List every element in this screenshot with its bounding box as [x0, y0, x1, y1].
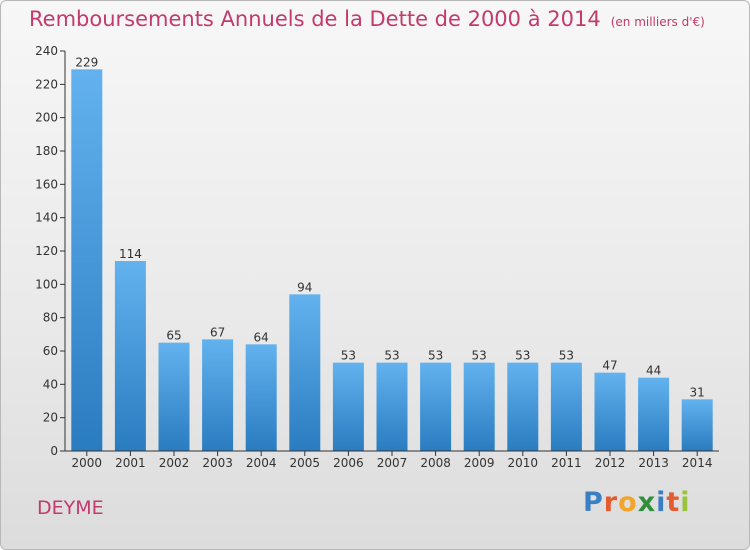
value-label: 114	[119, 247, 142, 261]
x-axis: 2000 2001 2002 2003 2004 2005 2006 2007 2008 2009…	[65, 450, 719, 470]
value-label: 31	[690, 385, 705, 399]
proxiti-logo: Proxiti	[583, 487, 691, 518]
y-tick-label: 240	[35, 44, 58, 58]
x-tick-label: 2006	[333, 456, 364, 470]
logo-letter: o	[618, 487, 638, 518]
value-label: 44	[646, 364, 661, 378]
value-label: 53	[559, 349, 574, 363]
bar-2011	[550, 362, 582, 451]
value-label: 64	[254, 330, 269, 344]
y-tick-label: 40	[43, 377, 58, 391]
x-tick-label: 2012	[595, 456, 626, 470]
x-tick-label: 2009	[464, 456, 495, 470]
value-label: 94	[297, 280, 312, 294]
x-tick-label: 2013	[638, 456, 669, 470]
x-tick-label: 2002	[159, 456, 190, 470]
x-tick-label: 2008	[420, 456, 451, 470]
bar-2007	[376, 362, 408, 451]
y-tick-label: 160	[35, 177, 58, 191]
value-label: 53	[472, 349, 487, 363]
value-label: 53	[341, 349, 356, 363]
value-label: 53	[428, 349, 443, 363]
logo-letter: x	[637, 487, 657, 518]
bar-2001	[114, 261, 146, 451]
value-label: 67	[210, 325, 225, 339]
y-tick-label: 60	[43, 344, 58, 358]
logo-letter: t	[666, 487, 681, 518]
logo-letter: r	[603, 487, 619, 518]
y-tick-label: 140	[35, 211, 58, 225]
value-label: 229	[75, 55, 98, 69]
bar-2014	[681, 399, 713, 451]
bar-2000	[71, 69, 103, 451]
value-label: 65	[166, 329, 181, 343]
y-tick-label: 220	[35, 77, 58, 91]
chart-title: Remboursements Annuels de la Dette de 20…	[29, 7, 705, 31]
x-tick-label: 2003	[202, 456, 233, 470]
bar-2002	[158, 342, 190, 451]
y-tick-label: 80	[43, 311, 58, 325]
x-tick-label: 2001	[115, 456, 146, 470]
bar-2006	[332, 362, 364, 451]
y-tick-label: 0	[50, 444, 58, 458]
bar-2004	[245, 344, 277, 451]
y-tick-label: 200	[35, 111, 58, 125]
bar-2012	[594, 372, 626, 451]
title-text: Remboursements Annuels de la Dette de 20…	[29, 7, 601, 31]
logo-letter: P	[583, 487, 604, 518]
x-tick-label: 2011	[551, 456, 582, 470]
x-tick-label: 2010	[508, 456, 539, 470]
x-tick-label: 2000	[72, 456, 103, 470]
logo-letter: i	[656, 487, 667, 518]
bar-2005	[289, 294, 321, 451]
value-label: 53	[384, 349, 399, 363]
value-label: 47	[602, 359, 617, 373]
value-label: 53	[515, 349, 530, 363]
bars: 229 114 65 67 64 94 53 53 53 53 53 53 47 44 31	[71, 55, 713, 451]
bar-2013	[638, 377, 670, 451]
x-tick-label: 2005	[290, 456, 321, 470]
commune-name: DEYME	[37, 497, 104, 519]
y-tick-label: 20	[43, 411, 58, 425]
y-tick-label: 180	[35, 144, 58, 158]
y-axis: 0 20 40 60 80 100 120 140 160 180 200 220 240	[35, 44, 66, 458]
x-tick-label: 2007	[377, 456, 408, 470]
bar-2003	[202, 339, 234, 451]
y-tick-label: 120	[35, 244, 58, 258]
chart-subtitle: (en milliers d'€)	[610, 15, 705, 29]
bar-2010	[507, 362, 539, 451]
x-tick-label: 2014	[682, 456, 713, 470]
bar-2008	[420, 362, 452, 451]
logo-letter: i	[680, 487, 691, 518]
bar-2009	[463, 362, 495, 451]
x-tick-label: 2004	[246, 456, 277, 470]
y-tick-label: 100	[35, 277, 58, 291]
